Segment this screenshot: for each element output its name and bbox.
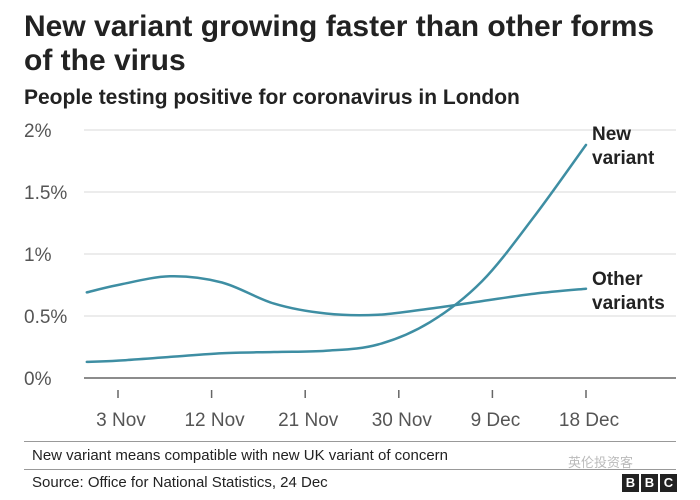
chart-subtitle: People testing positive for coronavirus … — [24, 86, 520, 109]
bbc-logo-letter: B — [622, 474, 639, 492]
series-label: New — [592, 124, 631, 145]
y-tick-label: 1.5% — [24, 183, 67, 204]
y-tick-label: 2% — [24, 121, 52, 142]
series-line — [85, 143, 588, 364]
source-text: Source: Office for National Statistics, … — [32, 474, 328, 491]
x-tick-label: 30 Nov — [372, 410, 433, 431]
watermark: 英伦投资客 — [568, 455, 634, 470]
x-tick-label: 12 Nov — [184, 410, 245, 431]
series-label: Other — [592, 269, 643, 290]
chart-note: New variant means compatible with new UK… — [32, 447, 449, 464]
series-label: variant — [592, 148, 655, 169]
bbc-logo-letter: C — [660, 474, 677, 492]
series-line — [85, 275, 588, 317]
x-tick-label: 18 Dec — [559, 410, 619, 431]
y-tick-label: 0% — [24, 369, 52, 390]
footer-divider-bottom — [24, 469, 676, 470]
bbc-logo-letter: B — [641, 474, 658, 492]
x-tick-label: 3 Nov — [96, 410, 146, 431]
x-tick-label: 21 Nov — [278, 410, 339, 431]
y-tick-label: 0.5% — [24, 307, 67, 328]
y-tick-label: 1% — [24, 245, 52, 266]
line-chart: 0% 0.5% 1% 1.5% 2% 3 Nov 12 Nov 21 Nov 30 Nov 9 D… — [24, 121, 676, 431]
x-tick-label: 9 Dec — [471, 410, 521, 431]
chart-title: New variant growing faster than other fo… — [24, 10, 655, 77]
footer-divider — [24, 441, 676, 442]
series-label: variants — [592, 293, 665, 314]
bbc-logo: B B C — [622, 474, 677, 492]
